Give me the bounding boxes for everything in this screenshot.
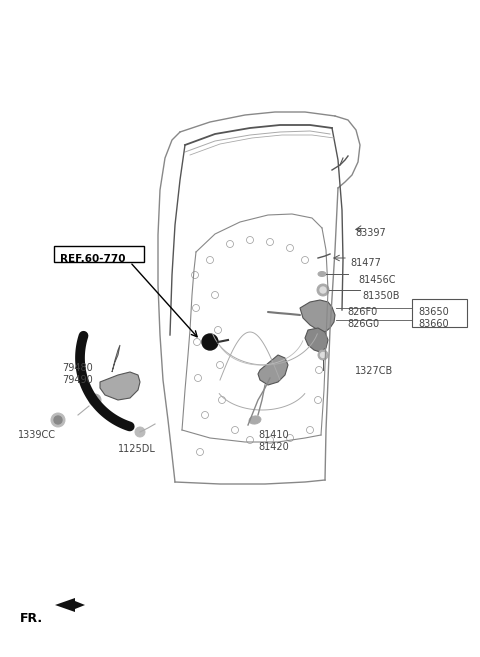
Circle shape (320, 287, 326, 293)
Text: 826F0: 826F0 (347, 307, 377, 317)
Polygon shape (258, 355, 288, 385)
Text: 1327CB: 1327CB (355, 366, 393, 376)
Polygon shape (100, 372, 140, 400)
Polygon shape (300, 300, 335, 332)
Ellipse shape (249, 416, 261, 424)
Circle shape (135, 427, 145, 437)
Text: 826G0: 826G0 (347, 319, 379, 329)
Text: 83660: 83660 (418, 319, 449, 329)
Text: 1125DL: 1125DL (118, 444, 156, 454)
Polygon shape (55, 598, 85, 612)
Text: 81350B: 81350B (362, 291, 399, 301)
Polygon shape (112, 345, 120, 372)
Text: 83650: 83650 (418, 307, 449, 317)
Text: 83397: 83397 (355, 228, 386, 238)
Text: 81410: 81410 (258, 430, 288, 440)
Circle shape (92, 397, 98, 403)
Text: REF.60-770: REF.60-770 (60, 254, 125, 264)
Circle shape (54, 416, 62, 424)
FancyBboxPatch shape (54, 246, 144, 262)
Text: 81456C: 81456C (358, 275, 396, 285)
Circle shape (202, 334, 218, 350)
Polygon shape (305, 328, 328, 352)
Circle shape (318, 350, 328, 360)
Circle shape (317, 284, 329, 296)
Circle shape (321, 353, 325, 357)
Text: 79490: 79490 (62, 375, 93, 385)
Circle shape (89, 394, 101, 406)
Text: 81477: 81477 (350, 258, 381, 268)
Text: 1339CC: 1339CC (18, 430, 56, 440)
Text: 79480: 79480 (62, 363, 93, 373)
Text: 81420: 81420 (258, 442, 289, 452)
Ellipse shape (318, 271, 326, 277)
Text: FR.: FR. (20, 612, 43, 625)
Circle shape (51, 413, 65, 427)
Bar (412, 299, 467, 327)
